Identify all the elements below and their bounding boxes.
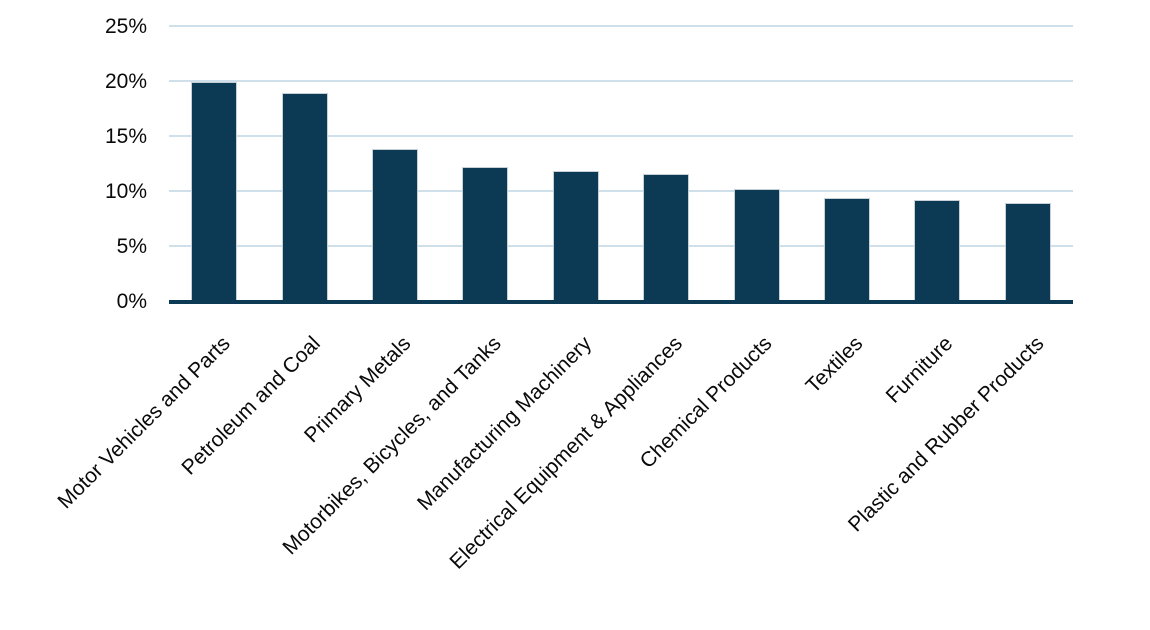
bar (462, 167, 509, 301)
gridline (169, 25, 1073, 27)
gridline (169, 245, 1073, 247)
y-axis-tick-label: 0% (116, 290, 147, 313)
bar (824, 198, 870, 301)
bar (643, 174, 690, 301)
bar (191, 82, 238, 301)
x-axis-line (169, 300, 1073, 304)
bar (281, 93, 328, 301)
gridline (169, 190, 1073, 192)
x-axis-category-label: Manufacturing Machinery (413, 332, 597, 515)
x-axis-category-label: Motor Vehicles and Parts (53, 332, 235, 514)
bar (733, 189, 780, 301)
x-axis-category-label: Furniture (881, 332, 958, 408)
y-axis-tick-label: 20% (104, 70, 147, 93)
y-axis-tick-label: 5% (116, 235, 147, 258)
x-axis-category-label: Textiles (801, 332, 868, 398)
bar (372, 149, 418, 301)
bar (1004, 203, 1051, 301)
x-axis-category-label: Plastic and Rubber Products (843, 332, 1049, 537)
y-axis-tick-label: 15% (104, 125, 147, 148)
y-axis-tick-label: 10% (104, 180, 147, 203)
bar (914, 200, 961, 301)
y-axis-tick-label: 25% (104, 15, 147, 38)
bar (552, 171, 599, 301)
gridline (169, 80, 1073, 82)
gridline (169, 135, 1073, 137)
